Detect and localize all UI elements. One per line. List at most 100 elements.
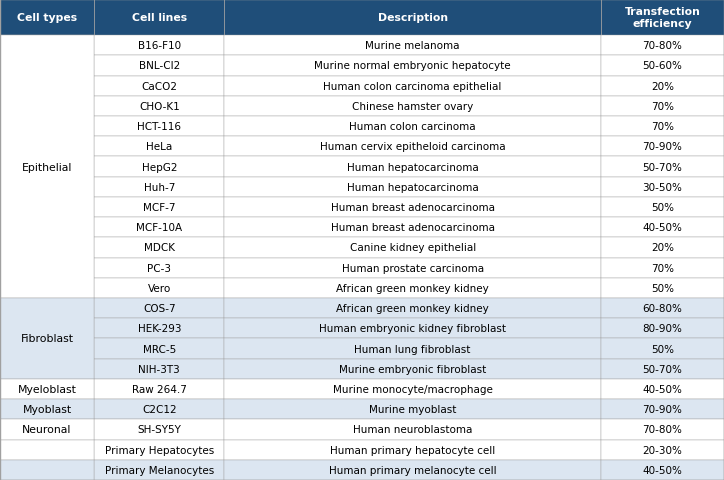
Bar [601,0,724,36]
Bar [0,76,94,96]
Text: Description: Description [378,13,447,23]
Text: Cell lines: Cell lines [132,13,187,23]
Bar [0,420,94,440]
Text: Human primary melanocyte cell: Human primary melanocyte cell [329,465,497,475]
Bar [0,420,94,440]
Bar [94,137,224,157]
Bar [0,379,94,399]
Text: 30-50%: 30-50% [642,182,683,192]
Bar [94,420,224,440]
Text: 50-60%: 50-60% [642,61,683,71]
Text: Fibroblast: Fibroblast [20,334,74,344]
Text: 50-70%: 50-70% [642,162,683,172]
Bar [94,339,224,359]
Bar [601,177,724,197]
Bar [0,117,94,137]
Bar [94,0,224,36]
Text: MRC-5: MRC-5 [143,344,176,354]
Bar [94,258,224,278]
Text: African green monkey kidney: African green monkey kidney [337,303,489,313]
Bar [94,319,224,339]
Text: Chinese hamster ovary: Chinese hamster ovary [352,102,473,112]
Text: MCF-7: MCF-7 [143,203,175,213]
Text: 50-70%: 50-70% [642,364,683,374]
Bar [224,157,601,177]
Bar [0,440,94,460]
Text: MCF-10A: MCF-10A [136,223,182,233]
Bar [0,319,94,339]
Bar [224,137,601,157]
Bar [0,157,94,177]
Text: Human cervix epitheloid carcinoma: Human cervix epitheloid carcinoma [320,142,505,152]
Bar [601,96,724,117]
Bar [0,197,94,217]
Bar [601,440,724,460]
Text: Neuronal: Neuronal [22,424,72,434]
Bar [224,460,601,480]
Bar [601,339,724,359]
Text: Human neuroblastoma: Human neuroblastoma [353,424,472,434]
Text: COS-7: COS-7 [143,303,176,313]
Bar [601,157,724,177]
Bar [0,460,94,480]
Text: Murine melanoma: Murine melanoma [366,41,460,51]
Bar [224,96,601,117]
Text: Murine embryonic fibroblast: Murine embryonic fibroblast [339,364,487,374]
Bar [94,278,224,299]
Text: PC-3: PC-3 [147,263,172,273]
Text: 50%: 50% [651,203,674,213]
Text: 70%: 70% [651,263,674,273]
Text: MDCK: MDCK [144,243,174,253]
Text: Primary Melanocytes: Primary Melanocytes [105,465,214,475]
Text: Vero: Vero [148,283,171,293]
Text: 70%: 70% [651,122,674,132]
Bar [94,197,224,217]
Bar [224,399,601,420]
Bar [0,36,94,56]
Bar [94,177,224,197]
Bar [601,238,724,258]
Bar [601,379,724,399]
Bar [224,36,601,56]
Text: Canine kidney epithelial: Canine kidney epithelial [350,243,476,253]
Bar [94,36,224,56]
Bar [601,319,724,339]
Text: 80-90%: 80-90% [642,324,683,334]
Bar [0,258,94,278]
Text: CHO-K1: CHO-K1 [139,102,180,112]
Bar [601,36,724,56]
Text: 40-50%: 40-50% [642,384,683,394]
Bar [224,117,601,137]
Text: 20-30%: 20-30% [642,445,683,455]
Bar [224,319,601,339]
Bar [94,379,224,399]
Bar [0,36,94,299]
Bar [94,238,224,258]
Bar [0,339,94,359]
Bar [224,76,601,96]
Text: HEK-293: HEK-293 [138,324,181,334]
Text: Human colon carcinoma: Human colon carcinoma [350,122,476,132]
Text: 50%: 50% [651,344,674,354]
Bar [0,56,94,76]
Text: Human embryonic kidney fibroblast: Human embryonic kidney fibroblast [319,324,506,334]
Bar [601,278,724,299]
Bar [94,440,224,460]
Text: Murine monocyte/macrophage: Murine monocyte/macrophage [333,384,492,394]
Bar [224,420,601,440]
Text: Cell types: Cell types [17,13,77,23]
Text: 70-80%: 70-80% [642,41,683,51]
Bar [0,399,94,420]
Bar [0,299,94,379]
Text: 70-80%: 70-80% [642,424,683,434]
Bar [94,359,224,379]
Bar [224,0,601,36]
Text: Human hepatocarcinoma: Human hepatocarcinoma [347,182,479,192]
Text: 20%: 20% [651,243,674,253]
Text: HepG2: HepG2 [141,162,177,172]
Text: NIH-3T3: NIH-3T3 [138,364,180,374]
Text: Transfection
efficiency: Transfection efficiency [625,7,700,29]
Bar [0,460,94,480]
Text: Huh-7: Huh-7 [143,182,175,192]
Bar [601,137,724,157]
